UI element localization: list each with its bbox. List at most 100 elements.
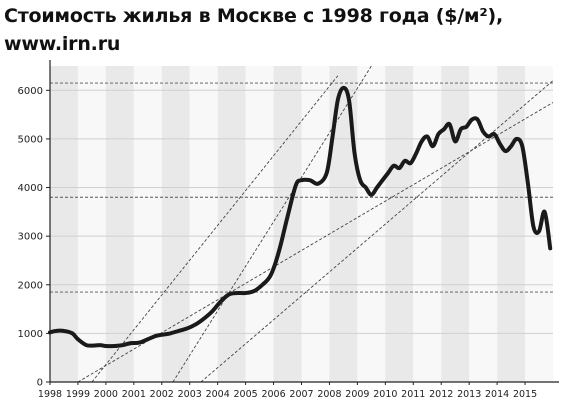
data-point [278, 250, 280, 252]
data-point [270, 274, 272, 276]
x-tick-label: 2013 [457, 389, 481, 400]
trend-line [172, 65, 372, 382]
chart-title: Стоимость жилья в Москве с 1998 года ($/… [4, 2, 564, 58]
data-point [410, 162, 412, 164]
data-point [398, 167, 400, 169]
data-point [186, 328, 188, 330]
x-tick-label: 2015 [513, 389, 537, 400]
x-tick-label: 2007 [289, 389, 313, 400]
x-tick-label: 2002 [150, 389, 174, 400]
data-point [516, 138, 518, 140]
y-tick-label: 1000 [18, 329, 43, 340]
x-tick-label: 1998 [38, 389, 62, 400]
year-band [301, 66, 330, 382]
data-point [309, 179, 311, 181]
x-tick-label: 2011 [401, 389, 425, 400]
x-tick-label: 2005 [234, 389, 258, 400]
y-tick-label: 4000 [18, 183, 43, 194]
price-series-line [48, 85, 553, 349]
x-tick-label: 1999 [66, 389, 90, 400]
trend-line [91, 75, 339, 382]
year-band [245, 66, 274, 382]
x-tick-label: 2009 [345, 389, 369, 400]
year-band [497, 66, 526, 382]
data-point [510, 145, 512, 147]
data-point [415, 153, 417, 155]
year-band [413, 66, 442, 382]
data-point [465, 126, 467, 128]
data-point [326, 172, 328, 174]
data-point [549, 247, 551, 249]
data-point [138, 342, 140, 344]
data-point [471, 119, 473, 121]
x-tick-label: 2012 [429, 389, 453, 400]
data-point [236, 292, 238, 294]
x-tick-label: 2008 [317, 389, 341, 400]
data-point [253, 290, 255, 292]
year-band [77, 66, 106, 382]
data-point [113, 345, 115, 347]
year-band [133, 66, 162, 382]
data-point [71, 332, 73, 334]
data-point [527, 182, 529, 184]
data-point [342, 87, 344, 89]
y-tick-label: 2000 [18, 280, 43, 291]
data-point [477, 119, 479, 121]
data-point [370, 194, 372, 196]
data-point [105, 345, 107, 347]
data-point [404, 160, 406, 162]
data-point [376, 187, 378, 189]
trend-line [200, 80, 553, 382]
data-point [169, 332, 171, 334]
y-tick-label: 6000 [18, 86, 43, 97]
year-band [385, 66, 414, 382]
data-point [359, 179, 361, 181]
data-point [194, 324, 196, 326]
data-point [317, 183, 319, 185]
x-tick-label: 2004 [206, 389, 230, 400]
data-point [63, 330, 65, 332]
data-point [161, 334, 163, 336]
data-point [287, 216, 289, 218]
data-point [85, 344, 87, 346]
data-point [295, 184, 297, 186]
year-band [189, 66, 218, 382]
year-band [357, 66, 386, 382]
y-tick-label: 5000 [18, 134, 43, 145]
y-tick-label: 0 [37, 378, 43, 389]
data-point [301, 179, 303, 181]
year-band [217, 66, 246, 382]
title-line-1: Стоимость жилья в Москве с 1998 года ($/… [4, 5, 503, 27]
data-point [147, 338, 149, 340]
data-point [387, 172, 389, 174]
year-band [329, 66, 358, 382]
data-point [488, 136, 490, 138]
data-point [493, 133, 495, 135]
data-point [77, 338, 79, 340]
data-point [331, 138, 333, 140]
data-point [426, 136, 428, 138]
data-point [130, 342, 132, 344]
data-point [94, 345, 96, 347]
data-point [505, 150, 507, 152]
data-point [449, 123, 451, 125]
x-tick-label: 2000 [94, 389, 118, 400]
data-point [99, 344, 101, 346]
data-point [55, 330, 57, 332]
x-tick-label: 2006 [261, 389, 285, 400]
year-band [469, 66, 498, 382]
data-point [432, 145, 434, 147]
data-point [499, 143, 501, 145]
data-point [521, 145, 523, 147]
data-point [421, 140, 423, 142]
x-tick-label: 2014 [485, 389, 509, 400]
data-point [228, 294, 230, 296]
data-point [354, 153, 356, 155]
data-point [365, 187, 367, 189]
data-point [178, 330, 180, 332]
x-tick-label: 2003 [178, 389, 202, 400]
data-point [393, 165, 395, 167]
data-point [245, 292, 247, 294]
data-point [122, 344, 124, 346]
